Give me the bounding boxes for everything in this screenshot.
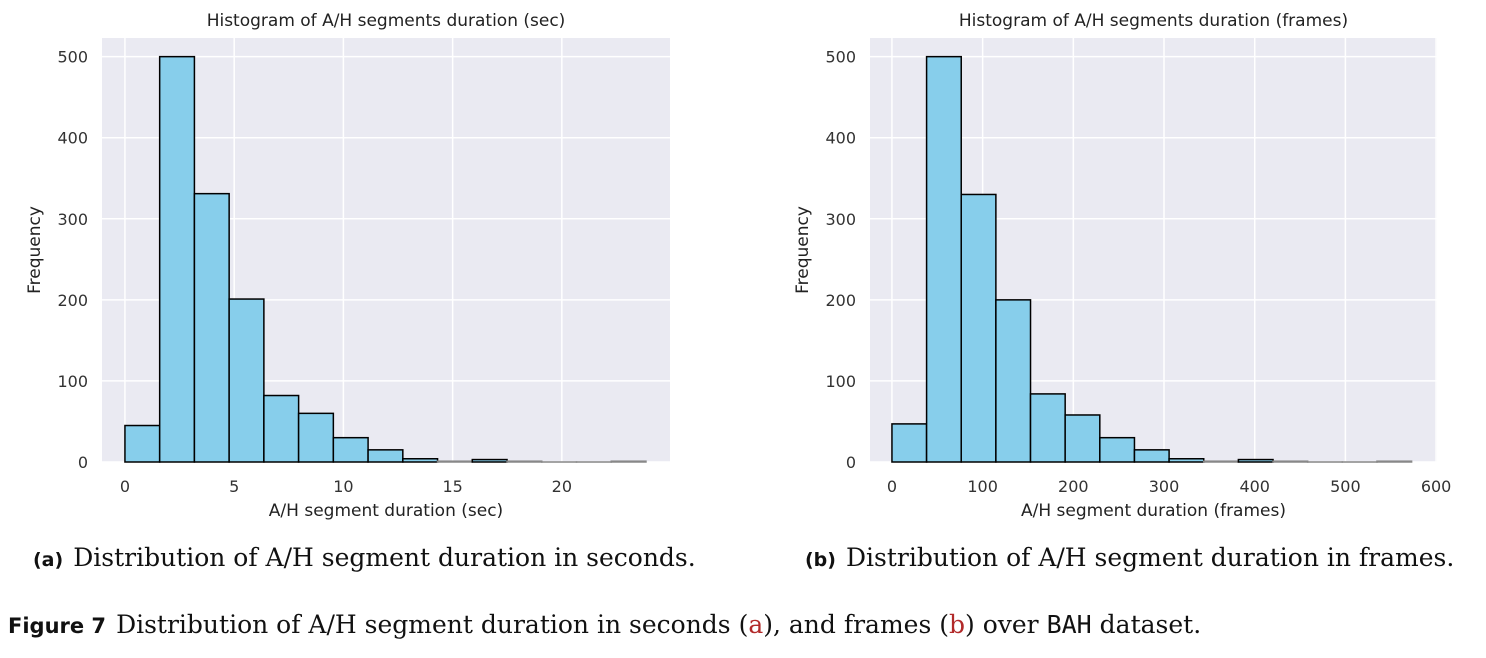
x-axis-label: A/H segment duration (frames) bbox=[1021, 501, 1286, 521]
caption-b-text: Distribution of A/H segment duration in … bbox=[845, 543, 1455, 572]
histogram-bar bbox=[995, 299, 1032, 463]
y-tick-label: 300 bbox=[825, 210, 856, 229]
histogram-bar bbox=[124, 424, 161, 463]
y-tick-label: 100 bbox=[57, 372, 88, 391]
histogram-bar bbox=[193, 192, 230, 463]
histogram-bar bbox=[1029, 393, 1066, 463]
caption-a-text: Distribution of A/H segment duration in … bbox=[73, 543, 696, 572]
histogram-bar bbox=[436, 460, 474, 463]
histogram-bar bbox=[610, 460, 647, 463]
histogram-bar bbox=[263, 394, 300, 463]
y-tick-label: 500 bbox=[57, 48, 88, 67]
y-axis-label: Frequency bbox=[25, 206, 45, 294]
x-tick-label: 100 bbox=[967, 477, 998, 496]
chart-title: Histogram of A/H segments duration (fram… bbox=[959, 11, 1348, 31]
x-tick-label: 20 bbox=[552, 477, 572, 496]
x-tick-label: 5 bbox=[229, 477, 239, 496]
histogram-bar bbox=[228, 298, 265, 463]
y-axis-label: Frequency bbox=[793, 206, 813, 294]
y-tick-label: 200 bbox=[57, 291, 88, 310]
x-tick-label: 0 bbox=[120, 477, 130, 496]
histogram-bar bbox=[471, 458, 508, 463]
histogram-bar bbox=[925, 55, 962, 463]
y-tick-label: 100 bbox=[825, 372, 856, 391]
y-tick-label: 0 bbox=[846, 453, 856, 472]
x-tick-label: 10 bbox=[333, 477, 353, 496]
x-tick-label: 600 bbox=[1421, 477, 1452, 496]
ref-link-a[interactable]: a bbox=[748, 610, 764, 639]
fig-text: ) over bbox=[965, 610, 1047, 639]
fig-text: Distribution of A/H segment duration in … bbox=[116, 610, 749, 639]
histogram-bar bbox=[960, 193, 997, 463]
histogram-bar bbox=[1237, 458, 1274, 463]
x-tick-label: 400 bbox=[1239, 477, 1270, 496]
caption-a: (a) Distribution of A/H segment duration … bbox=[33, 543, 696, 572]
histogram-bar bbox=[402, 458, 439, 463]
histogram-bar bbox=[1202, 460, 1240, 463]
x-tick-label: 300 bbox=[1149, 477, 1180, 496]
y-tick-label: 200 bbox=[825, 291, 856, 310]
histogram-bar bbox=[1133, 449, 1170, 463]
histogram-bar bbox=[506, 460, 543, 463]
histogram-bar bbox=[1272, 460, 1309, 463]
x-axis-label: A/H segment duration (sec) bbox=[269, 501, 503, 521]
figure-charts: 0 100 200 300 400 500 0 5 10 15 20 Histogram of A/H… bbox=[25, 11, 1452, 521]
histogram-bar bbox=[367, 449, 404, 463]
histogram-bar bbox=[891, 423, 928, 463]
y-tick-label: 300 bbox=[57, 210, 88, 229]
figure-caption: Figure 7 Distribution of A/H segment dura… bbox=[8, 610, 1201, 639]
histogram-bar bbox=[297, 412, 335, 463]
x-tick-label: 15 bbox=[442, 477, 462, 496]
histogram-bar bbox=[332, 436, 369, 463]
histogram-bar bbox=[1099, 436, 1136, 463]
y-tick-label: 400 bbox=[825, 129, 856, 148]
x-tick-label: 200 bbox=[1058, 477, 1089, 496]
x-tick-label: 500 bbox=[1330, 477, 1361, 496]
caption-b: (b) Distribution of A/H segment duration … bbox=[805, 543, 1454, 572]
caption-b-label: (b) bbox=[805, 549, 836, 571]
y-tick-label: 0 bbox=[78, 453, 88, 472]
x-tick-label: 0 bbox=[887, 477, 897, 496]
fig-text: ), and frames ( bbox=[763, 610, 949, 639]
histogram-bar bbox=[1168, 458, 1205, 463]
histogram-bar bbox=[1064, 414, 1101, 463]
chart-title: Histogram of A/H segments duration (sec) bbox=[207, 11, 566, 31]
fig-text: dataset. bbox=[1091, 610, 1202, 639]
figure-label: Figure 7 bbox=[8, 614, 107, 638]
dataset-name: BAH bbox=[1046, 610, 1092, 639]
y-tick-label: 500 bbox=[825, 48, 856, 67]
histogram-bar bbox=[1376, 460, 1413, 463]
y-tick-label: 400 bbox=[57, 129, 88, 148]
caption-a-label: (a) bbox=[33, 549, 64, 571]
histogram-bar bbox=[158, 55, 196, 463]
ref-link-b[interactable]: b bbox=[948, 610, 965, 639]
